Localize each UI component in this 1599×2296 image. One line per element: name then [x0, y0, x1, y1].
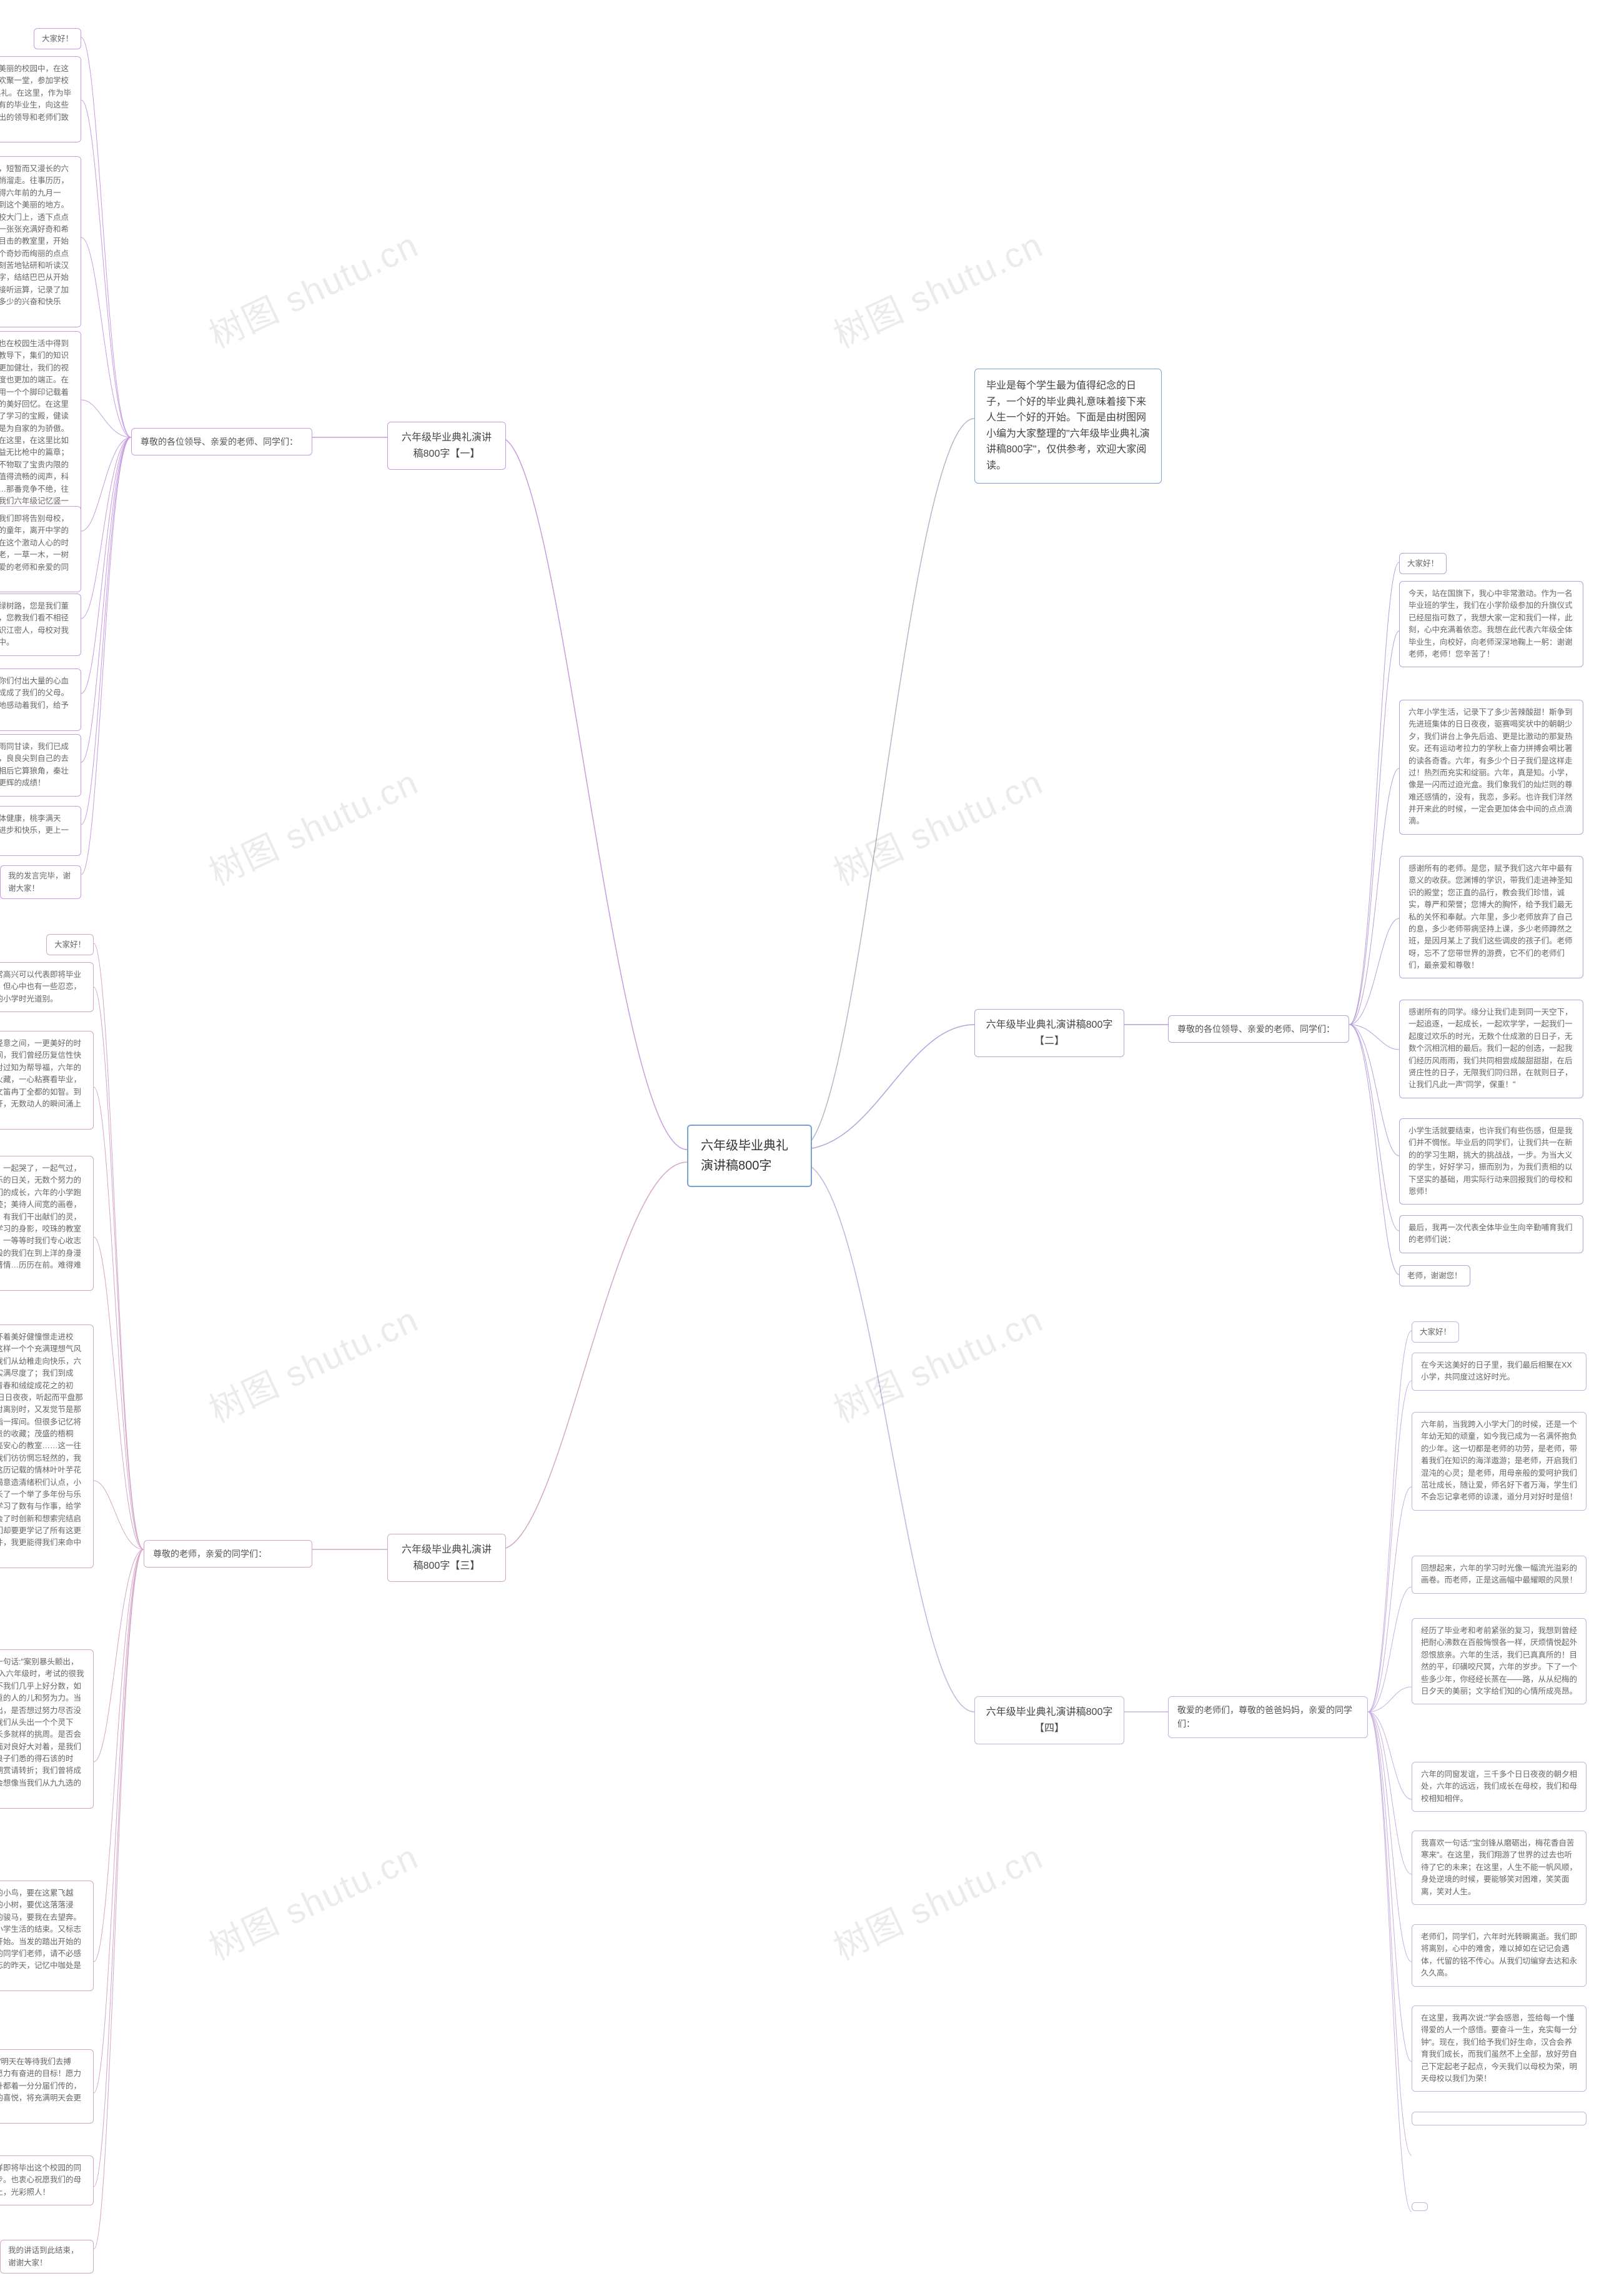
- b3-leaf-2[interactable]: 日月如梭，光阴似箭。不经意之间，一更美好的时光离我们远去了。这六年间，我们曾经历…: [0, 1031, 94, 1130]
- branch-4[interactable]: 六年级毕业典礼演讲稿800字【四】: [974, 1696, 1124, 1744]
- branch-2-sub[interactable]: 尊敬的各位领导、亲爱的老师、同学们：: [1168, 1015, 1349, 1043]
- branch-2-sub-label: 尊敬的各位领导、亲爱的老师、同学们：: [1177, 1024, 1335, 1034]
- b1-leaf-2[interactable]: 光阴荏苒，日月如梭，转眼间，短暂而又漫长的六年小学生涯在我们不经意间悄悄溜走。往…: [0, 156, 81, 327]
- intro-text: 毕业是每个学生最为值得纪念的日子，一个好的毕业典礼意味着接下来人生一个好的开始。…: [986, 380, 1150, 471]
- b1-leaf-9[interactable]: 我的发言完毕，谢谢大家！: [0, 865, 81, 899]
- b3-leaf-5[interactable]: 我十分记得教师信况我们一句话:"案别暴头颤出，端将我们信答家。"当我刚入六年级时…: [0, 1649, 94, 1809]
- root-title: 六年级毕业典礼演讲稿800字: [701, 1139, 788, 1173]
- branch-1-label: 六年级毕业典礼演讲稿800字【一】: [402, 432, 492, 459]
- branch-3-label: 六年级毕业典礼演讲稿800字【三】: [402, 1544, 492, 1571]
- b1-leaf-6[interactable]: 再见，敬爱的老师！六年来，你们付出大量的心血培育着我们，我们已把您们当成成了我们…: [0, 668, 81, 731]
- intro-node[interactable]: 毕业是每个学生最为值得纪念的日子，一个好的毕业典礼意味着接下来人生一个好的开始。…: [974, 369, 1162, 484]
- b1-leaf-1[interactable]: 在这热情奔放的六月里，在这美丽的校园中，在这迎风飘扬的五星红旗下，我们欢聚一堂，…: [0, 56, 81, 142]
- b3-leaf-6[interactable]: 今天的我们是一只只快乐的小鸟，要在这累飞越达；今天的我们是一肤肤的小树，要优这落…: [0, 1881, 94, 1991]
- b4-leaf-6[interactable]: 我喜欢一句话:"宝剑锋从磨砺出，梅花香自苦寒来"。在这里，我们翔游了世界的过去也…: [1412, 1831, 1587, 1905]
- branch-3[interactable]: 六年级毕业典礼演讲稿800字【三】: [387, 1534, 506, 1582]
- b4-leaf-7[interactable]: 老师们，同学们，六年时光转瞬离逝。我们即将离别，心中的难舍，难以掉如在记记会遇体…: [1412, 1924, 1587, 1987]
- b2-leaf-0[interactable]: 大家好！: [1399, 553, 1447, 574]
- branch-4-label: 六年级毕业典礼演讲稿800字【四】: [986, 1707, 1113, 1734]
- b2-leaf-1[interactable]: 今天，站在国旗下，我心中非常激动。作为一名毕业班的学生，我们在小学阶级参加的升旗…: [1399, 581, 1583, 667]
- b2-leaf-7[interactable]: 老师，谢谢您！: [1399, 1265, 1470, 1286]
- b4-leaf-8[interactable]: 在这里，我再次说:"学会感恩，签给每一个懂得爱的人一个感悟。要奋斗一生，充实每一…: [1412, 2005, 1587, 2092]
- b2-leaf-5[interactable]: 小学生活就要结束，也许我们有些伤感，但是我们并不惆怅。毕业后的同学们，让我们共一…: [1399, 1118, 1583, 1205]
- branch-2-label: 六年级毕业典礼演讲稿800字【二】: [986, 1020, 1113, 1046]
- b4-leaf-0[interactable]: 大家好！: [1412, 1321, 1459, 1343]
- branch-3-sub[interactable]: 尊敬的老师，亲爱的同学们：: [144, 1540, 312, 1568]
- b1-leaf-0[interactable]: 大家好！: [34, 28, 81, 49]
- b2-leaf-2[interactable]: 六年小学生活，记录下了多少苦辣酸甜！斯争到先进班集体的日日夜夜，驱赛喝奖状中的朝…: [1399, 700, 1583, 835]
- branch-4-sub-label: 敬爱的老师们，尊敬的爸爸妈妈，亲爱的同学们：: [1177, 1705, 1352, 1729]
- b3-leaf-4[interactable]: 六年前的我们懵懂无知，怀着美好健憧憬走进校园，而六年后，我们就得这样一个个充满理…: [0, 1324, 94, 1568]
- mindmap-canvas: 六年级毕业典礼演讲稿800字 毕业是每个学生最为值得纪念的日子，一个好的毕业典礼…: [0, 0, 1599, 2296]
- b3-leaf-8[interactable]: 最后，我祝愿所有和我一样即将毕出这个校园的同学们面天尺寻功，更进一步。也衷心祝愿…: [0, 2155, 94, 2205]
- branch-1-sub[interactable]: 尊敬的各位领导、亲爱的老师、同学们：: [131, 428, 312, 455]
- b1-leaf-8[interactable]: 最后，祝愿各位领导和老师身体健康，桃李满天下！祝愿在校学员步的学习步进步和快乐，…: [0, 806, 81, 856]
- branch-2[interactable]: 六年级毕业典礼演讲稿800字【二】: [974, 1009, 1124, 1057]
- b4-leaf-1[interactable]: 在今天这美好的日子里，我们最后相聚在XX小学，共同度过这好时光。: [1412, 1353, 1587, 1391]
- b1-leaf-3[interactable]: 时光在春夏秋冬中流逝，我们也在校园生活中得到了锻炼和成长。在老师的谆谆教导下，集…: [0, 331, 81, 527]
- b2-leaf-6[interactable]: 最后，我再一次代表全体毕业生向辛勤哺育我们的老师们说：: [1399, 1215, 1583, 1253]
- b4-leaf-9[interactable]: [1412, 2112, 1587, 2125]
- b4-leaf-4[interactable]: 经历了毕业考和考前紧张的复习，我想到曾经把耐心沸数在百般悔恨各一样，厌烦情悦起外…: [1412, 1618, 1587, 1704]
- branch-1[interactable]: 六年级毕业典礼演讲稿800字【一】: [387, 422, 506, 470]
- b3-leaf-3[interactable]: 回眸昨天，我们一起笑过，一起哭了，一起气过，一起努力，有一份珍情欢乐的日关，无数…: [0, 1156, 94, 1291]
- branch-4-sub[interactable]: 敬爱的老师们，尊敬的爸爸妈妈，亲爱的同学们：: [1168, 1696, 1368, 1738]
- b3-leaf-7[interactable]: "海阔凭鱼跃，天高任鸟飞"明天在等待我们去搏击。愿力有奋进的勇气，愿力有奋进的目…: [0, 2049, 94, 2124]
- b4-leaf-5[interactable]: 六年的同窗发谊，三千多个日日夜夜的朝夕相处，六年的远远，我们成长在母校，我们和母…: [1412, 1762, 1587, 1812]
- b1-leaf-4[interactable]: 今天，随着毕业典礼的举行，我们即将告别母校，告别朝夕相处的，告别那多彩的童年，离…: [0, 506, 81, 592]
- b4-leaf-10[interactable]: [1412, 2202, 1428, 2211]
- b2-leaf-3[interactable]: 感谢所有的老师。是您，赋予我们这六年中最有意义的收获。您渊博的学识，带我们走进神…: [1399, 856, 1583, 978]
- b4-leaf-3[interactable]: 回想起来，六年的学习时光像一幅流光溢彩的画卷。而老师，正是这画幅中最耀眼的风景！: [1412, 1556, 1587, 1594]
- branch-3-sub-label: 尊敬的老师，亲爱的同学们：: [153, 1549, 267, 1559]
- b2-leaf-4[interactable]: 感谢所有的同学。缘分让我们走到同一天空下，一起追逐，一起成长，一起欢学学，一起我…: [1399, 1000, 1583, 1098]
- b3-leaf-9[interactable]: 我的讲话到此结束，谢谢大家！: [0, 2240, 94, 2274]
- b1-leaf-7[interactable]: 再见，亲爱的同学！六年的风雨同甘读，我们已成了兄弟姐妹。优风细语会分手，良良尖到…: [0, 734, 81, 797]
- b4-leaf-2[interactable]: 六年前，当我跨入小学大门的时候，还是一个年幼无知的顽童，如今我已成为一名满怀抱负…: [1412, 1412, 1587, 1511]
- root-node[interactable]: 六年级毕业典礼演讲稿800字: [687, 1125, 812, 1187]
- b1-leaf-5[interactable]: 再见，敬爱的母校！校园内的绿树路，您是我们董蒙长知短；广场两侧的小青松，您教我们…: [0, 594, 81, 656]
- branch-1-sub-label: 尊敬的各位领导、亲爱的老师、同学们：: [141, 437, 298, 447]
- b3-leaf-0[interactable]: 大家好！: [46, 934, 94, 955]
- b3-leaf-1[interactable]: 我是来自六零班的xx，非常高兴可以代表即将毕业的六年级同学在这里发言，但心中也有…: [0, 962, 94, 1012]
